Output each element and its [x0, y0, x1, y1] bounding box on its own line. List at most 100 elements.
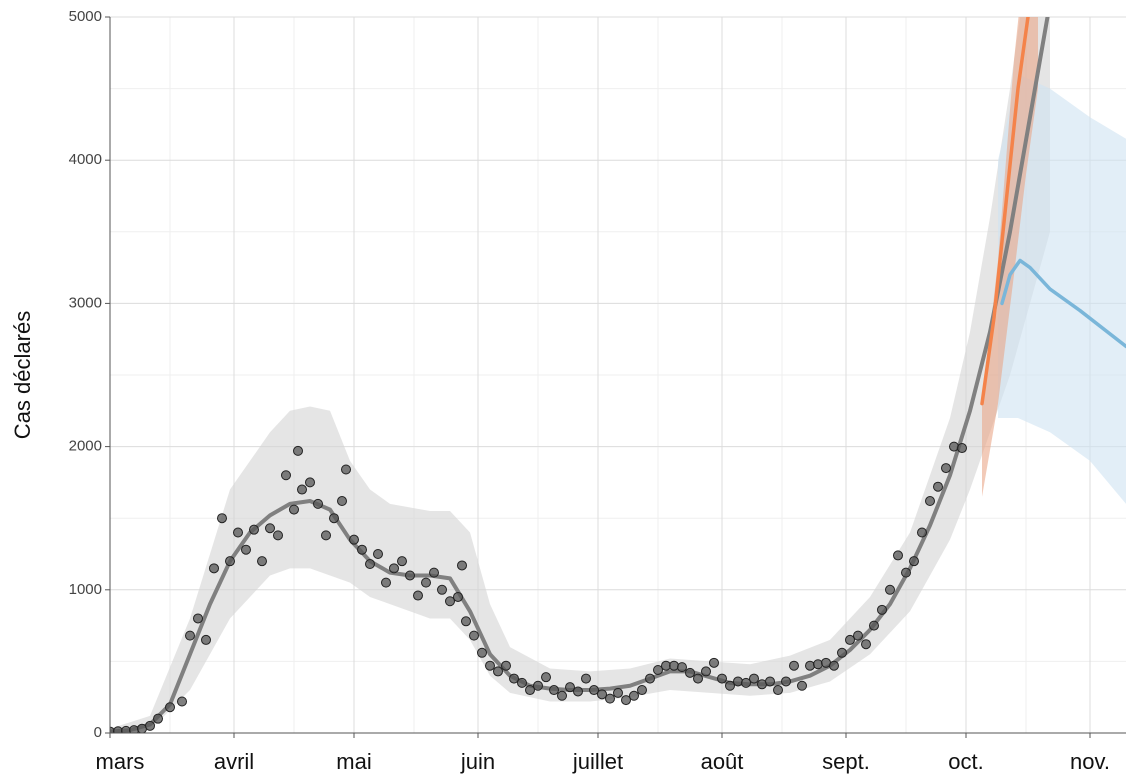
data-point: [685, 667, 695, 678]
data-point: [613, 687, 623, 698]
data-point: [637, 685, 647, 696]
x-tick-label: août: [701, 749, 744, 774]
data-point: [329, 513, 339, 524]
data-point: [549, 685, 559, 696]
data-point: [281, 470, 291, 481]
data-point: [453, 591, 463, 602]
data-point: [145, 720, 155, 731]
data-point: [457, 560, 467, 571]
data-point: [629, 690, 639, 701]
data-point: [273, 530, 283, 541]
data-point: [185, 630, 195, 641]
data-point: [845, 634, 855, 645]
data-point: [389, 563, 399, 574]
data-point: [565, 682, 575, 693]
data-point: [381, 577, 391, 588]
data-point: [573, 686, 583, 697]
data-point: [597, 689, 607, 700]
x-tick-label: nov.: [1070, 749, 1110, 774]
x-tick-label: juin: [460, 749, 495, 774]
data-point: [725, 680, 735, 691]
x-tick-label: mars: [96, 749, 145, 774]
data-point: [293, 445, 303, 456]
data-point: [741, 677, 751, 688]
data-point: [749, 673, 759, 684]
data-point: [941, 463, 951, 474]
data-point: [517, 677, 527, 688]
data-point: [193, 613, 203, 624]
data-point: [461, 616, 471, 627]
data-point: [349, 534, 359, 545]
data-point: [493, 666, 503, 677]
data-point: [653, 664, 663, 675]
data-point: [605, 693, 615, 704]
data-point: [437, 584, 447, 595]
data-point: [621, 695, 631, 706]
data-point: [589, 685, 599, 696]
y-axis-label: Cas déclarés: [10, 311, 35, 439]
data-point: [893, 550, 903, 561]
y-tick-label: 3000: [69, 294, 102, 311]
data-point: [341, 464, 351, 475]
data-point: [837, 647, 847, 658]
data-point: [917, 527, 927, 538]
x-tick-label: avril: [214, 749, 254, 774]
data-point: [165, 702, 175, 713]
data-point: [581, 673, 591, 684]
data-point: [313, 498, 323, 509]
data-point: [765, 676, 775, 687]
confidence-band: [982, 17, 1038, 497]
x-tick-label: oct.: [948, 749, 983, 774]
data-point: [677, 662, 687, 673]
data-point: [405, 570, 415, 581]
data-point: [429, 567, 439, 578]
data-point: [469, 630, 479, 641]
data-point: [909, 556, 919, 567]
data-point: [781, 676, 791, 687]
data-point: [365, 559, 375, 570]
data-point: [265, 523, 275, 534]
confidence-band: [110, 17, 1050, 733]
data-point: [357, 544, 367, 555]
data-point: [525, 685, 535, 696]
data-point: [201, 634, 211, 645]
data-point: [853, 630, 863, 641]
data-point: [933, 481, 943, 492]
data-point: [797, 680, 807, 691]
y-tick-label: 0: [94, 724, 102, 741]
data-point: [949, 441, 959, 452]
data-point: [233, 527, 243, 538]
data-point: [209, 563, 219, 574]
trend-line: [110, 17, 1050, 733]
data-point: [957, 443, 967, 454]
trend-line: [980, 17, 1030, 406]
data-point: [877, 604, 887, 615]
data-point: [669, 660, 679, 671]
x-tick-label: sept.: [822, 749, 870, 774]
data-point: [321, 530, 331, 541]
data-point: [541, 672, 551, 683]
data-point: [709, 657, 719, 668]
data-point: [297, 484, 307, 495]
data-point: [805, 660, 815, 671]
data-point: [813, 659, 823, 670]
data-point: [829, 660, 839, 671]
data-point: [413, 590, 423, 601]
x-tick-label: juillet: [572, 749, 623, 774]
data-point: [477, 647, 487, 658]
data-point: [485, 660, 495, 671]
data-point: [773, 685, 783, 696]
data-point: [789, 660, 799, 671]
axes: 0 1000 2000 3000 4000 5000 mars avril mai juin jui…: [69, 8, 1126, 774]
data-point: [397, 556, 407, 567]
data-point: [925, 496, 935, 507]
data-point: [717, 673, 727, 684]
data-point: [241, 544, 251, 555]
data-point: [885, 584, 895, 595]
plot-area: [110, 17, 1126, 733]
data-point: [249, 524, 259, 535]
data-point: [861, 639, 871, 650]
y-tick-label: 5000: [69, 8, 102, 25]
data-point: [421, 577, 431, 588]
